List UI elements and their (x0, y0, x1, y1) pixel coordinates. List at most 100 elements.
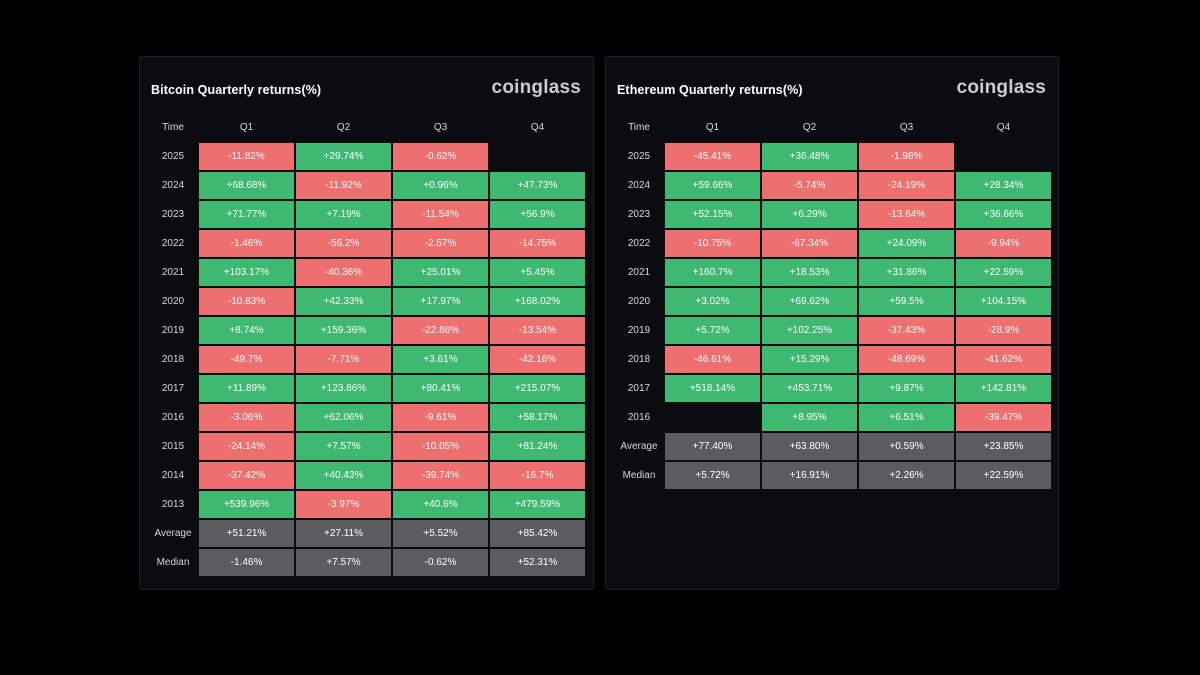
stat-label: Median (622, 470, 656, 481)
ethereum-returns-table: Time Q1 Q2 Q3 Q4 2025 -45.41% +36.48% -1.98% 2024… (614, 113, 1052, 490)
return-cell: +160.7% (665, 259, 760, 286)
return-cell: -67.34% (762, 230, 857, 257)
return-cell: +479.59% (490, 491, 585, 518)
table-row: 2024 +59.66% -5.74% -24.19% +28.34% (614, 171, 1052, 200)
table-row: 2020 -10.83% +42.33% +17.97% +168.02% (148, 287, 586, 316)
table-row: 2021 +103.17% -40.36% +25.01% +5.45% (148, 258, 586, 287)
year-label: 2024 (161, 180, 185, 191)
return-cell: -28.9% (956, 317, 1051, 344)
stat-cell: +0.59% (859, 433, 954, 460)
return-cell: +59.66% (665, 172, 760, 199)
stat-cell: +23.85% (956, 433, 1051, 460)
stat-cell: +52.31% (490, 549, 585, 576)
year-label: 2021 (161, 267, 185, 278)
column-header-q2: Q2 (336, 122, 351, 133)
stat-row-median: Median -1.46% +7.57% -0.62% +52.31% (148, 548, 586, 577)
year-label: 2022 (161, 238, 185, 249)
return-cell (956, 143, 1051, 170)
year-label: 2017 (627, 383, 651, 394)
return-cell: +36.66% (956, 201, 1051, 228)
table-row: 2025 -11.82% +29.74% -0.62% (148, 142, 586, 171)
return-cell: +71.77% (199, 201, 294, 228)
coinglass-logo: coinglass (956, 77, 1046, 98)
year-label: 2019 (161, 325, 185, 336)
year-label: 2014 (161, 470, 185, 481)
year-label: 2018 (627, 354, 651, 365)
table-row: 2024 +68.68% -11.92% +0.96% +47.73% (148, 171, 586, 200)
return-cell: -13.54% (490, 317, 585, 344)
return-cell: +62.06% (296, 404, 391, 431)
year-label: 2018 (161, 354, 185, 365)
return-cell: +22.59% (956, 259, 1051, 286)
return-cell: +142.81% (956, 375, 1051, 402)
table-row: 2017 +518.14% +453.71% +9.87% +142.81% (614, 374, 1052, 403)
year-label: 2016 (161, 412, 185, 423)
return-cell: +5.45% (490, 259, 585, 286)
table-row: 2022 -1.46% -56.2% -2.57% -14.75% (148, 229, 586, 258)
year-label: 2019 (627, 325, 651, 336)
table-row: 2014 -37.42% +40.43% -39.74% -16.7% (148, 461, 586, 490)
return-cell: -37.42% (199, 462, 294, 489)
year-label: 2023 (161, 209, 185, 220)
return-cell: -39.74% (393, 462, 488, 489)
column-header-time: Time (162, 122, 184, 133)
return-cell: +7.57% (296, 433, 391, 460)
table-row: 2025 -45.41% +36.48% -1.98% (614, 142, 1052, 171)
stat-row-average: Average +51.21% +27.11% +5.52% +85.42% (148, 519, 586, 548)
return-cell: +215.07% (490, 375, 585, 402)
ethereum-returns-panel: Ethereum Quarterly returns(%) coinglass … (605, 56, 1059, 590)
return-cell: +18.53% (762, 259, 857, 286)
return-cell: -49.7% (199, 346, 294, 373)
return-cell (665, 404, 760, 431)
year-label: 2020 (161, 296, 185, 307)
return-cell: -1.46% (199, 230, 294, 257)
ethereum-table-title: Ethereum Quarterly returns(%) (617, 83, 803, 97)
return-cell: -24.19% (859, 172, 954, 199)
stat-label: Median (156, 557, 190, 568)
return-cell: +3.61% (393, 346, 488, 373)
return-cell: +9.87% (859, 375, 954, 402)
bitcoin-returns-table: Time Q1 Q2 Q3 Q4 2025 -11.82% +29.74% -0.62% 2024… (148, 113, 586, 577)
return-cell: -11.92% (296, 172, 391, 199)
year-label: 2020 (627, 296, 651, 307)
stat-label: Average (620, 441, 658, 452)
table-row: 2017 +11.89% +123.86% +80.41% +215.07% (148, 374, 586, 403)
year-label: 2021 (627, 267, 651, 278)
return-cell: +159.36% (296, 317, 391, 344)
return-cell: +123.86% (296, 375, 391, 402)
table-row: 2023 +71.77% +7.19% -11.54% +56.9% (148, 200, 586, 229)
return-cell: +29.74% (296, 143, 391, 170)
return-cell: +80.41% (393, 375, 488, 402)
return-cell: +8.74% (199, 317, 294, 344)
stat-row-average: Average +77.40% +63.80% +0.59% +23.85% (614, 432, 1052, 461)
return-cell: -40.36% (296, 259, 391, 286)
return-cell: +25.01% (393, 259, 488, 286)
year-label: 2017 (161, 383, 185, 394)
return-cell: +56.9% (490, 201, 585, 228)
return-cell: +58.17% (490, 404, 585, 431)
return-cell: +17.97% (393, 288, 488, 315)
return-cell: +103.17% (199, 259, 294, 286)
year-label: 2024 (627, 180, 651, 191)
return-cell: +168.02% (490, 288, 585, 315)
stat-label: Average (154, 528, 192, 539)
table-row: 2019 +8.74% +159.36% -22.86% -13.54% (148, 316, 586, 345)
stat-cell: +22.59% (956, 462, 1051, 489)
return-cell: +47.73% (490, 172, 585, 199)
return-cell: -10.83% (199, 288, 294, 315)
table-row: 2023 +52.15% +6.29% -13.64% +36.66% (614, 200, 1052, 229)
stat-cell: +85.42% (490, 520, 585, 547)
return-cell: -10.75% (665, 230, 760, 257)
return-cell: -3.97% (296, 491, 391, 518)
return-cell: -24.14% (199, 433, 294, 460)
return-cell: +69.62% (762, 288, 857, 315)
return-cell: +3.02% (665, 288, 760, 315)
return-cell: -45.41% (665, 143, 760, 170)
return-cell: -5.74% (762, 172, 857, 199)
return-cell: -16.7% (490, 462, 585, 489)
year-label: 2025 (161, 151, 185, 162)
stat-cell: +63.80% (762, 433, 857, 460)
return-cell: +6.29% (762, 201, 857, 228)
return-cell: -42.16% (490, 346, 585, 373)
